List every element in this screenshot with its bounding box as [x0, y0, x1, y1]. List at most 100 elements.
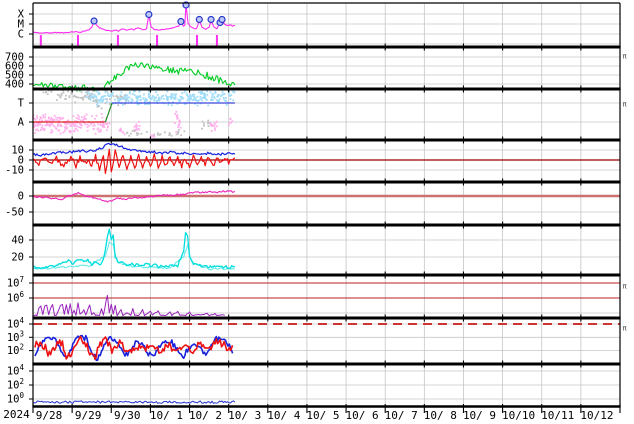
away-dots — [214, 129, 216, 131]
away-dots — [213, 124, 216, 126]
uncertain-dots — [65, 98, 67, 100]
toward-dots — [96, 102, 99, 104]
away-dots — [73, 130, 75, 132]
toward-dots — [96, 103, 98, 106]
series-xray-long — [32, 3, 235, 34]
label-layer: XMC700600500400TA100-100-504020107106104… — [5, 9, 627, 423]
y-tick-label: C — [18, 29, 24, 41]
y-tick-label: 500 — [5, 70, 24, 82]
toward-dots — [199, 91, 202, 93]
toward-dots — [176, 102, 179, 105]
toward-dots — [143, 93, 145, 96]
away-dots — [68, 129, 71, 132]
away-dots — [34, 132, 36, 134]
away-dots — [55, 116, 57, 119]
toward-dots — [158, 97, 160, 100]
away-dots — [105, 123, 108, 126]
series-lowflux-blue — [32, 400, 236, 404]
away-dots — [77, 114, 79, 116]
uncertain-dots — [203, 124, 205, 127]
toward-dots — [219, 95, 222, 98]
data-layer — [32, 1, 620, 404]
away-dots — [121, 131, 124, 134]
toward-dots — [138, 90, 141, 93]
flare-marker — [218, 15, 226, 24]
away-dots — [59, 132, 62, 135]
uncertain-dots — [97, 104, 100, 107]
toward-dots — [167, 96, 170, 98]
toward-dots — [147, 92, 150, 95]
away-dots — [210, 123, 212, 125]
uncertain-dots — [116, 96, 119, 99]
toward-dots — [85, 96, 88, 99]
toward-dots — [125, 97, 128, 99]
toward-dots — [129, 91, 131, 93]
away-dots — [95, 114, 98, 117]
toward-dots — [100, 96, 103, 98]
uncertain-dots — [82, 96, 85, 99]
away-dots — [57, 129, 60, 132]
toward-dots — [99, 99, 102, 102]
away-dots — [119, 127, 122, 130]
away-dots — [39, 116, 42, 118]
uncertain-dots — [208, 122, 210, 124]
toward-dots — [155, 97, 158, 99]
toward-dots — [232, 90, 234, 93]
toward-dots — [146, 99, 148, 101]
toward-dots — [217, 94, 220, 96]
uncertain-dots — [56, 93, 59, 96]
uncertain-dots — [86, 93, 88, 96]
uncertain-dots — [207, 122, 209, 125]
uncertain-dots — [62, 91, 65, 94]
x-tick-label: 10/ 6 — [346, 409, 379, 422]
away-dots — [79, 123, 82, 126]
toward-dots — [95, 96, 98, 99]
toward-dots — [96, 99, 99, 101]
away-dots — [209, 124, 212, 126]
toward-dots — [170, 95, 173, 98]
away-dots — [174, 122, 176, 124]
away-dots — [74, 128, 77, 130]
toward-dots — [201, 90, 204, 93]
toward-dots — [128, 96, 131, 99]
away-dots — [215, 120, 218, 123]
away-dots — [50, 122, 53, 125]
away-dots — [36, 128, 38, 131]
away-dots — [57, 123, 59, 126]
toward-dots — [140, 98, 142, 101]
toward-dots — [139, 96, 142, 98]
away-dots — [53, 119, 56, 122]
away-dots — [37, 122, 40, 125]
away-dots — [73, 125, 75, 128]
uncertain-dots — [79, 96, 82, 99]
away-dots — [120, 130, 123, 132]
toward-dots — [88, 92, 91, 95]
toward-dots — [193, 99, 196, 101]
toward-dots — [173, 97, 175, 99]
uncertain-dots — [137, 132, 140, 135]
away-dots — [102, 125, 104, 128]
toward-dots — [190, 98, 192, 101]
toward-dots — [212, 98, 214, 101]
series-proton-red — [34, 335, 234, 360]
x-tick-label: 10/ 8 — [424, 409, 457, 422]
away-dots — [99, 129, 102, 132]
away-dots — [40, 128, 43, 131]
right-marker: π — [623, 101, 628, 109]
toward-dots — [126, 95, 129, 97]
uncertain-dots — [70, 92, 73, 95]
toward-dots — [101, 99, 104, 102]
away-dots — [70, 130, 73, 133]
away-dots — [41, 124, 44, 127]
toward-dots — [202, 92, 205, 95]
toward-dots — [104, 95, 107, 97]
toward-dots — [119, 94, 122, 96]
away-dots — [50, 129, 53, 131]
y-tick-label: 104 — [7, 316, 25, 331]
uncertain-dots — [180, 134, 182, 137]
away-dots — [58, 129, 61, 132]
toward-dots — [87, 92, 90, 95]
uncertain-dots — [86, 91, 89, 93]
uncertain-dots — [100, 107, 103, 110]
toward-dots — [181, 96, 183, 98]
